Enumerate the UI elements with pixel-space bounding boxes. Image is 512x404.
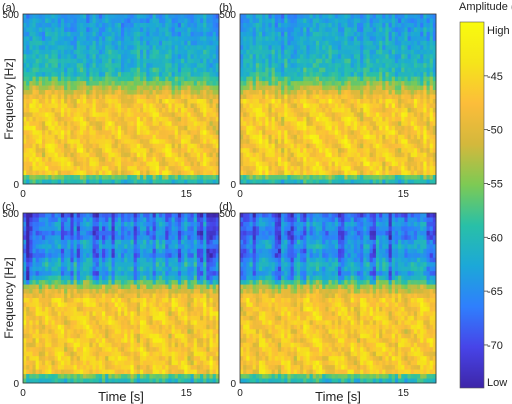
spectrogram-panel: (d) 0 500 0 15 Time [s]: [219, 201, 437, 404]
spectrogram-panel: (b) 0 500 0 15: [219, 2, 437, 200]
panel-label: (d): [219, 201, 232, 213]
spectrogram-panel: (a) 0 500 0 15 Frequency [Hz]: [2, 2, 220, 200]
x-tick-label: 15: [181, 189, 193, 200]
y-tick-label: 0: [230, 180, 236, 191]
y-tick-label: 500: [2, 10, 19, 21]
spectrogram-image: [23, 14, 220, 185]
colorbar: Amplitude (dB) High Low -45 -50 -55 -60 -65 -…: [459, 1, 512, 389]
colorbar-tick-label: -65: [487, 286, 503, 298]
colorbar-tick-label: -60: [487, 232, 503, 244]
colorbar-low-label: Low: [487, 377, 507, 389]
colorbar-high-label: High: [487, 25, 510, 37]
spectrogram-panel: (c) 0 500 0 15 Frequency [Hz] Time [s]: [2, 201, 220, 404]
colorbar-gradient: [459, 21, 485, 389]
x-tick-label: 15: [398, 189, 410, 200]
spectrogram-image: [23, 213, 220, 384]
panel-frame: [22, 13, 220, 185]
panel-label: (b): [219, 2, 232, 14]
colorbar-tick-label: -50: [487, 125, 503, 137]
x-tick-label: 0: [237, 189, 243, 200]
y-axis-label: Frequency [Hz]: [2, 257, 16, 338]
x-axis-label: Time [s]: [315, 389, 361, 404]
colorbar-title: Amplitude (dB): [459, 1, 512, 13]
spectrogram-image: [240, 14, 437, 185]
y-tick-label: 500: [219, 209, 236, 220]
y-tick-label: 0: [230, 379, 236, 390]
panel-label: (c): [2, 201, 15, 213]
panel-frame: [22, 212, 220, 384]
x-tick-label: 15: [181, 388, 193, 399]
panel-frame: [239, 212, 437, 384]
x-tick-label: 0: [20, 388, 26, 399]
colorbar-tick-label: -45: [487, 71, 503, 83]
x-tick-label: 15: [398, 388, 410, 399]
panel-label: (a): [2, 2, 15, 14]
y-tick-label: 500: [2, 209, 19, 220]
y-tick-label: 0: [13, 379, 19, 390]
y-axis-label: Frequency [Hz]: [2, 58, 16, 139]
x-tick-label: 0: [20, 189, 26, 200]
panel-frame: [239, 13, 437, 185]
y-tick-label: 500: [219, 10, 236, 21]
y-tick-label: 0: [13, 180, 19, 191]
colorbar-tick-label: -70: [487, 340, 503, 352]
spectrogram-image: [240, 213, 437, 384]
x-tick-label: 0: [237, 388, 243, 399]
colorbar-tick-label: -55: [487, 178, 503, 190]
x-axis-label: Time [s]: [98, 389, 144, 404]
